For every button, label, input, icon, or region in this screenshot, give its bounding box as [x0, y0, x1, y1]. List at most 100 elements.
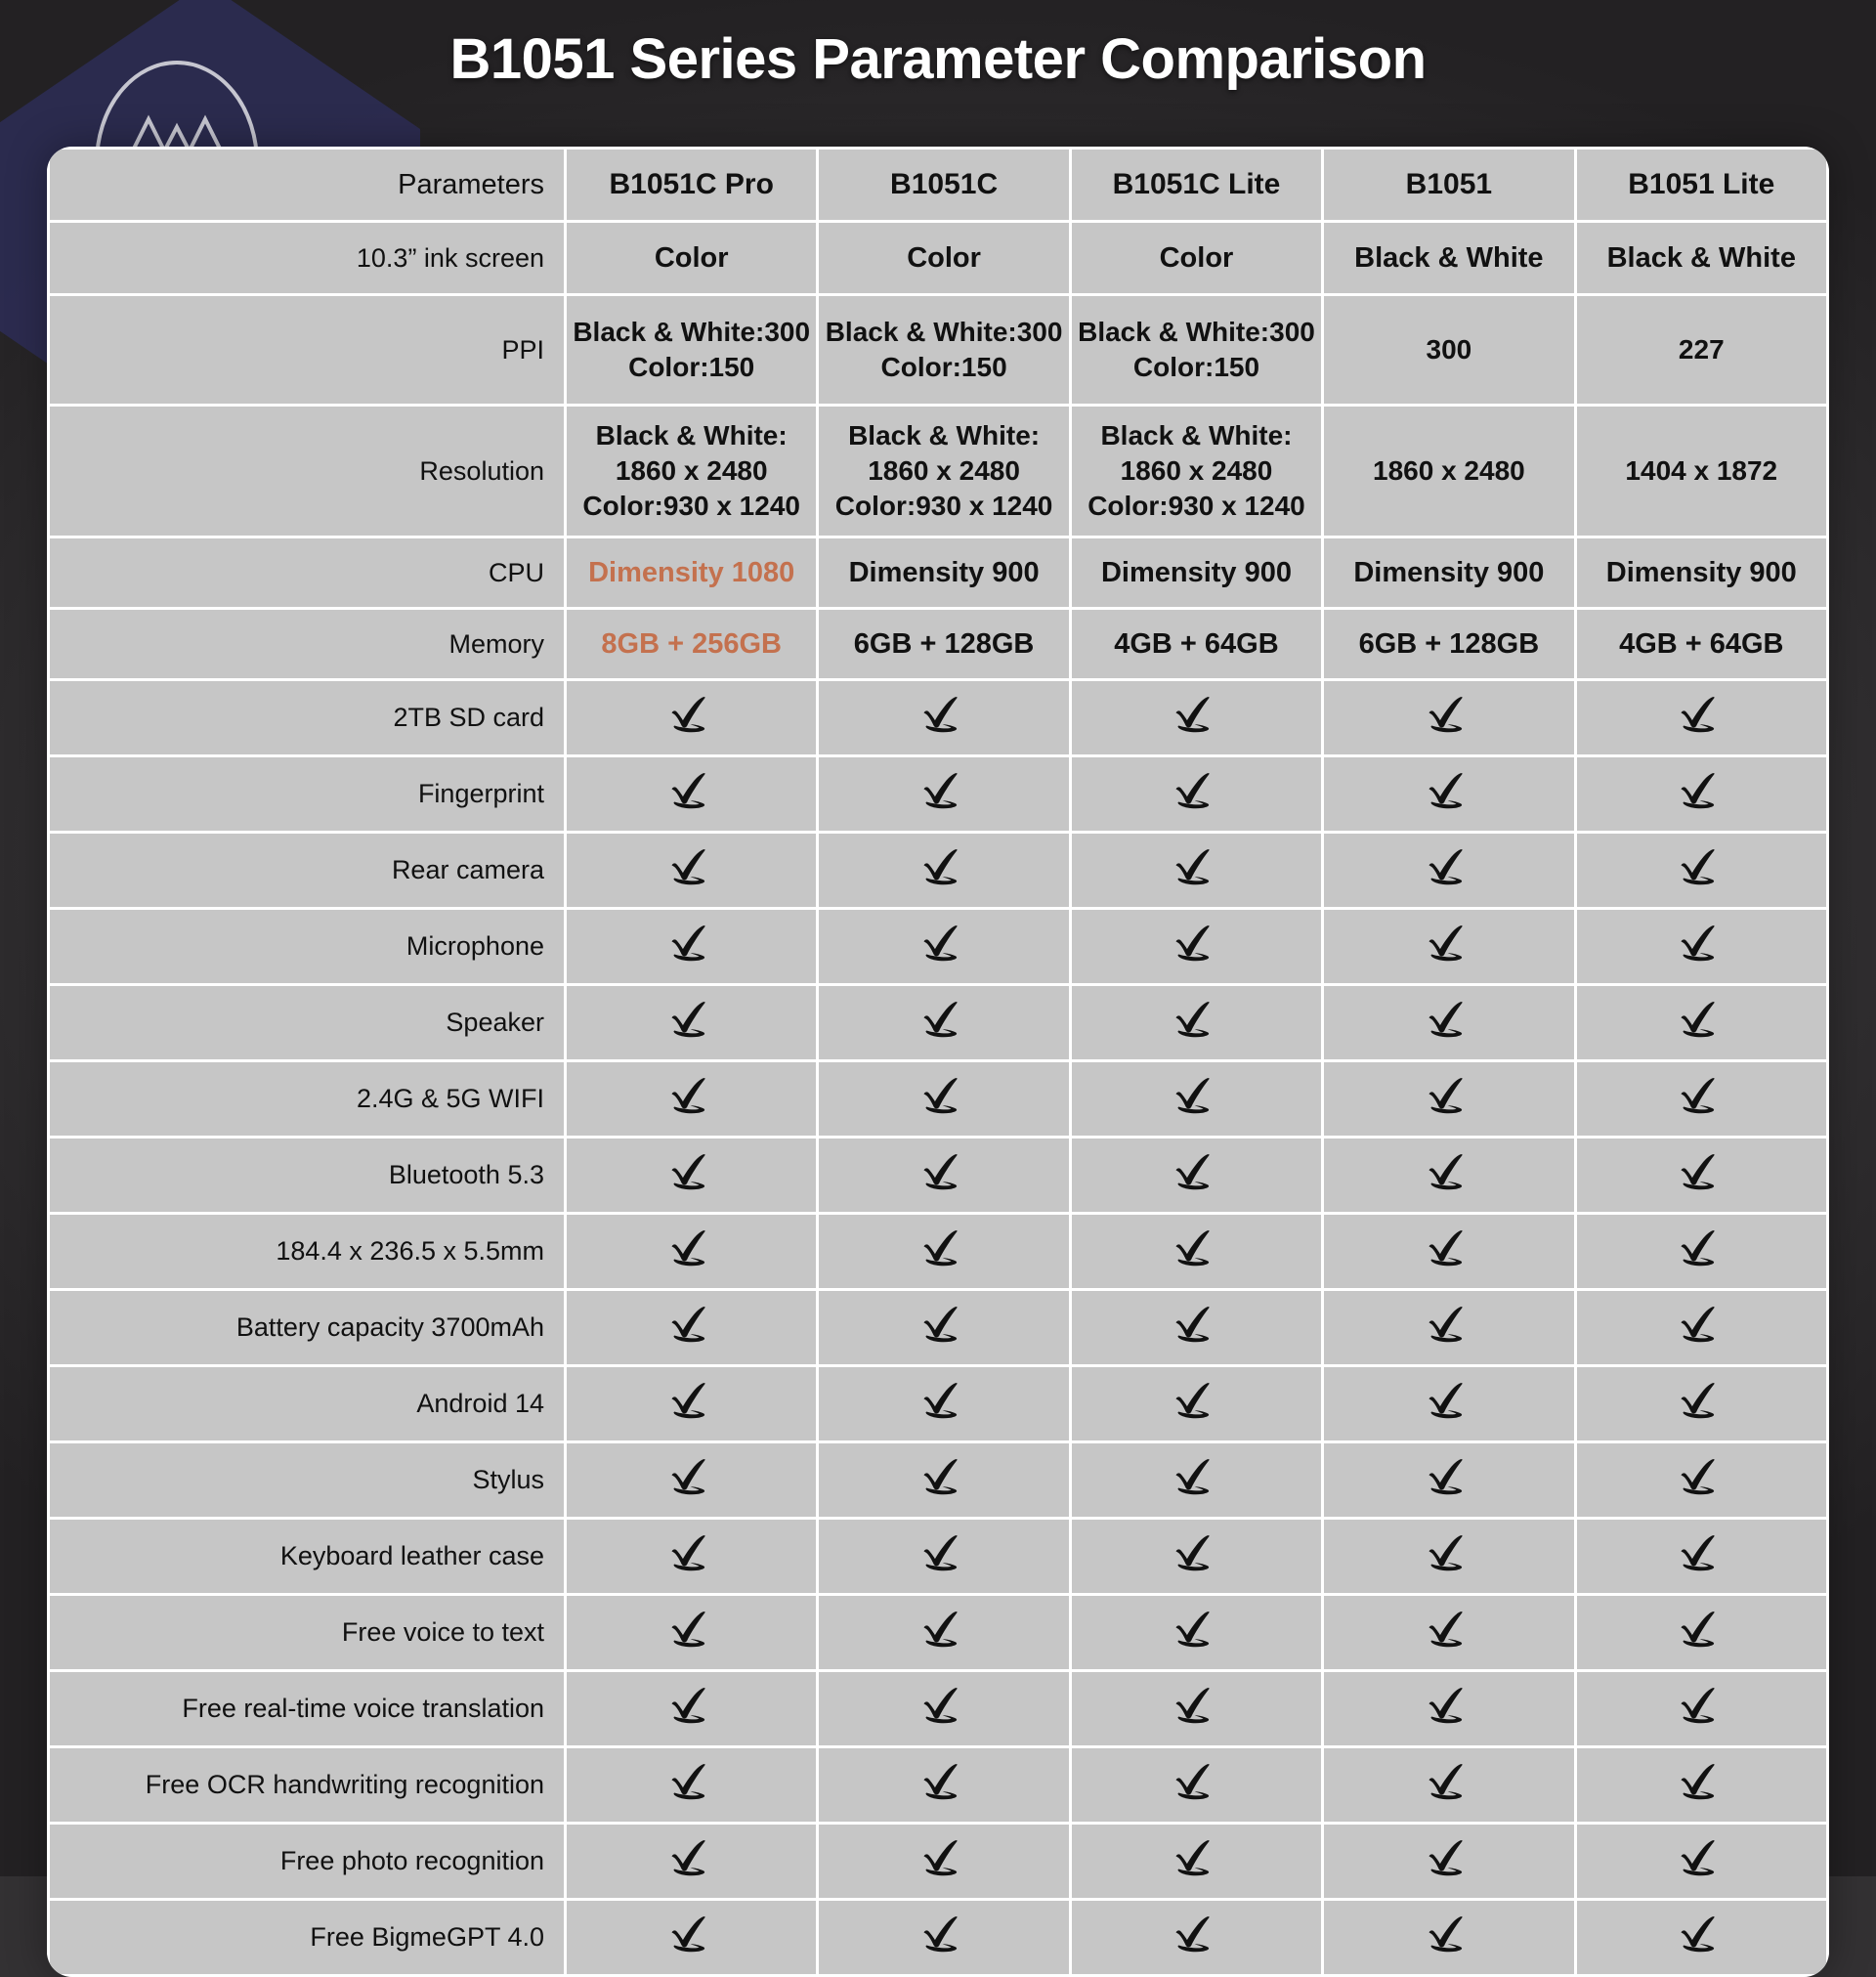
table-row: Speaker — [50, 986, 1826, 1059]
cell-value: 6GB + 128GB — [1324, 610, 1574, 678]
check-icon — [1071, 1215, 1322, 1288]
check-icon — [567, 1443, 817, 1517]
check-icon — [1324, 1062, 1574, 1136]
cell-value: Color — [819, 223, 1069, 293]
check-icon — [567, 1139, 817, 1212]
cell-value: Black & White:300 Color:150 — [567, 296, 817, 404]
cell-value: Black & White: 1860 x 2480 Color:930 x 124… — [1071, 407, 1322, 536]
check-icon — [819, 1672, 1069, 1745]
check-icon — [1576, 1443, 1826, 1517]
check-icon — [1324, 757, 1574, 831]
check-icon — [819, 1367, 1069, 1440]
check-icon — [1071, 1748, 1322, 1822]
check-icon — [819, 1215, 1069, 1288]
row-label: Free voice to text — [50, 1596, 564, 1669]
table-row: Rear camera — [50, 834, 1826, 907]
table-row: Resolution Black & White: 1860 x 2480 Color… — [50, 407, 1826, 536]
check-icon — [1576, 1367, 1826, 1440]
row-label: 2.4G & 5G WIFI — [50, 1062, 564, 1136]
column-header-parameters: Parameters — [50, 150, 564, 220]
table-row: Free voice to text — [50, 1596, 1826, 1669]
row-label: Fingerprint — [50, 757, 564, 831]
check-icon — [567, 1062, 817, 1136]
row-label: Rear camera — [50, 834, 564, 907]
check-icon — [1071, 681, 1322, 754]
cell-value: Dimensity 1080 — [567, 538, 817, 607]
check-icon — [1071, 1596, 1322, 1669]
row-label: Free real-time voice translation — [50, 1672, 564, 1745]
table-header: Parameters B1051C Pro B1051C B1051C Lite… — [50, 150, 1826, 220]
check-icon — [1071, 1672, 1322, 1745]
check-icon — [819, 910, 1069, 983]
row-label: Memory — [50, 610, 564, 678]
row-label: Microphone — [50, 910, 564, 983]
cell-value: 300 — [1324, 296, 1574, 404]
column-header-b1051-lite: B1051 Lite — [1576, 150, 1826, 220]
check-icon — [819, 986, 1069, 1059]
check-icon — [1324, 1215, 1574, 1288]
check-icon — [1576, 1672, 1826, 1745]
check-icon — [1071, 1367, 1322, 1440]
check-icon — [567, 1901, 817, 1974]
check-icon — [1324, 1748, 1574, 1822]
column-header-b1051c-pro: B1051C Pro — [567, 150, 817, 220]
check-icon — [819, 1291, 1069, 1364]
cell-value: Black & White — [1576, 223, 1826, 293]
table-row: Microphone — [50, 910, 1826, 983]
table-row: Android 14 — [50, 1367, 1826, 1440]
check-icon — [819, 834, 1069, 907]
check-icon — [1576, 834, 1826, 907]
cell-value: 4GB + 64GB — [1576, 610, 1826, 678]
check-icon — [819, 681, 1069, 754]
check-icon — [567, 1672, 817, 1745]
check-icon — [1576, 757, 1826, 831]
cell-value: 1860 x 2480 — [1324, 407, 1574, 536]
cell-value: Dimensity 900 — [1071, 538, 1322, 607]
check-icon — [1324, 1291, 1574, 1364]
check-icon — [567, 910, 817, 983]
check-icon — [567, 1596, 817, 1669]
table-row: PPI Black & White:300 Color:150 Black & Whi… — [50, 296, 1826, 404]
check-icon — [567, 681, 817, 754]
check-icon — [1576, 1139, 1826, 1212]
row-label: 184.4 x 236.5 x 5.5mm — [50, 1215, 564, 1288]
check-icon — [567, 1825, 817, 1898]
row-label: 2TB SD card — [50, 681, 564, 754]
check-icon — [567, 1215, 817, 1288]
check-icon — [1071, 1901, 1322, 1974]
check-icon — [1071, 910, 1322, 983]
spec-comparison-table-wrapper: Parameters B1051C Pro B1051C B1051C Lite… — [47, 147, 1829, 1977]
check-icon — [819, 1443, 1069, 1517]
spec-comparison-table: Parameters B1051C Pro B1051C B1051C Lite… — [47, 147, 1829, 1977]
cell-value: 1404 x 1872 — [1576, 407, 1826, 536]
check-icon — [1071, 1443, 1322, 1517]
cell-value: 227 — [1576, 296, 1826, 404]
row-label: Keyboard leather case — [50, 1520, 564, 1593]
table-row: 184.4 x 236.5 x 5.5mm — [50, 1215, 1826, 1288]
cell-value: Black & White — [1324, 223, 1574, 293]
check-icon — [819, 757, 1069, 831]
table-row: Free BigmeGPT 4.0 — [50, 1901, 1826, 1974]
check-icon — [1071, 986, 1322, 1059]
check-icon — [1071, 1825, 1322, 1898]
cell-value: Black & White:300 Color:150 — [819, 296, 1069, 404]
check-icon — [1576, 1520, 1826, 1593]
check-icon — [819, 1139, 1069, 1212]
table-row: Fingerprint — [50, 757, 1826, 831]
check-icon — [1324, 681, 1574, 754]
cell-value: 4GB + 64GB — [1071, 610, 1322, 678]
column-header-b1051: B1051 — [1324, 150, 1574, 220]
check-icon — [1576, 1748, 1826, 1822]
check-icon — [1071, 834, 1322, 907]
table-row: 2.4G & 5G WIFI — [50, 1062, 1826, 1136]
column-header-b1051c: B1051C — [819, 150, 1069, 220]
page-title: B1051 Series Parameter Comparison — [449, 27, 1427, 91]
check-icon — [1324, 1367, 1574, 1440]
row-label: Bluetooth 5.3 — [50, 1139, 564, 1212]
check-icon — [1071, 1139, 1322, 1212]
check-icon — [567, 757, 817, 831]
check-icon — [1576, 986, 1826, 1059]
check-icon — [819, 1825, 1069, 1898]
table-row: Free OCR handwriting recognition — [50, 1748, 1826, 1822]
cell-value: Dimensity 900 — [1324, 538, 1574, 607]
